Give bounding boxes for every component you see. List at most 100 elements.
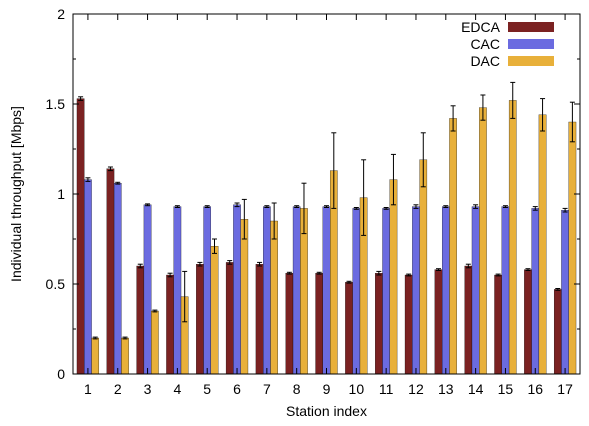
x-tick-label-16: 16 xyxy=(527,381,543,397)
errorbar-cac-4 xyxy=(174,205,180,208)
bar-cac-15 xyxy=(501,206,510,375)
x-tick-label-8: 8 xyxy=(293,381,301,397)
bar-dac-12 xyxy=(419,159,428,375)
bar-dac-13 xyxy=(449,118,457,375)
x-tick-label-5: 5 xyxy=(203,381,211,397)
errorbar-cac-11 xyxy=(383,207,389,210)
bar-cac-1 xyxy=(84,179,92,375)
errorbar-cac-7 xyxy=(264,205,270,208)
x-tick-label-14: 14 xyxy=(468,381,484,397)
bar-dac-1 xyxy=(91,337,100,375)
bar-cac-10 xyxy=(352,208,361,375)
bar-cac-2 xyxy=(113,183,122,375)
x-tick-label-17: 17 xyxy=(557,381,573,397)
bar-edca-1 xyxy=(76,98,85,375)
bar-edca-14 xyxy=(464,265,473,375)
bar-cac-6 xyxy=(233,204,241,375)
x-tick-labels: 1 2 3 4 5 6 7 8 9 10 11 12 13 14 15 16 17 xyxy=(84,381,573,397)
x-tick-label-11: 11 xyxy=(379,381,394,397)
errorbar-dac-15 xyxy=(510,81,516,119)
bar-dac-7 xyxy=(270,220,278,375)
errorbar-cac-12 xyxy=(413,204,419,209)
bar-dac-5 xyxy=(210,246,219,375)
bar-edca-7 xyxy=(255,264,264,375)
ticks-layer xyxy=(73,13,580,375)
x-tick-label-7: 7 xyxy=(263,381,271,397)
x-tick-label-6: 6 xyxy=(233,381,241,397)
errorbar-dac-17 xyxy=(569,101,575,143)
x-tick-label-2: 2 xyxy=(114,381,122,397)
errorbar-edca-9 xyxy=(316,271,322,275)
bar-dac-17 xyxy=(568,121,577,375)
errorbar-cac-16 xyxy=(532,206,538,211)
x-tick-label-10: 10 xyxy=(349,381,365,397)
errorbar-edca-17 xyxy=(555,288,561,291)
errorbar-dac-12 xyxy=(420,132,426,188)
errorbar-edca-14 xyxy=(465,263,471,269)
errorbar-cac-14 xyxy=(473,204,479,209)
bar-cac-4 xyxy=(173,206,182,375)
errorbar-edca-10 xyxy=(346,280,352,284)
bar-cac-5 xyxy=(203,206,212,375)
errorbar-dac-9 xyxy=(331,132,337,209)
errorbar-edca-4 xyxy=(167,272,173,278)
errorbar-dac-10 xyxy=(361,159,367,236)
y-tick-label-1: 1 xyxy=(57,186,65,202)
bar-cac-12 xyxy=(412,206,420,375)
errorbar-edca-3 xyxy=(137,263,143,269)
bar-edca-9 xyxy=(315,273,323,375)
errorbar-dac-1 xyxy=(92,336,98,340)
x-tick-label-1: 1 xyxy=(84,381,92,397)
errorbar-edca-13 xyxy=(435,268,441,271)
errorbar-cac-6 xyxy=(234,202,240,208)
legend-swatch-dac xyxy=(508,56,554,66)
bar-edca-6 xyxy=(225,262,234,375)
bar-edca-8 xyxy=(285,273,294,375)
y-tick-labels: 0 0.5 1 1.5 2 xyxy=(46,6,66,382)
errorbar-dac-5 xyxy=(212,238,218,254)
errorbar-cac-8 xyxy=(294,205,300,208)
errorbar-cac-9 xyxy=(324,205,329,208)
bar-cac-16 xyxy=(531,208,540,375)
bar-dac-6 xyxy=(240,219,249,375)
bar-cac-11 xyxy=(382,208,390,375)
errorbar-cac-2 xyxy=(115,181,121,185)
legend-label-cac: CAC xyxy=(470,36,500,52)
errorbar-cac-17 xyxy=(562,207,568,213)
bar-dac-14 xyxy=(479,107,487,375)
bar-edca-10 xyxy=(345,282,353,375)
errorbar-edca-11 xyxy=(376,270,382,276)
bar-cac-7 xyxy=(263,206,271,375)
errorbar-dac-14 xyxy=(480,94,486,121)
errorbar-edca-15 xyxy=(495,273,501,277)
bars-layer xyxy=(76,98,577,375)
bar-dac-15 xyxy=(508,100,517,375)
bar-edca-3 xyxy=(136,265,145,375)
errorbars-layer xyxy=(78,81,575,340)
x-tick-label-13: 13 xyxy=(438,381,454,397)
errorbar-edca-6 xyxy=(227,260,233,265)
bar-cac-9 xyxy=(322,206,331,375)
errorbar-dac-3 xyxy=(152,309,158,313)
bar-edca-5 xyxy=(196,264,204,375)
x-tick-label-4: 4 xyxy=(173,381,181,397)
bar-cac-17 xyxy=(561,210,569,375)
errorbar-dac-16 xyxy=(540,98,546,132)
bar-dac-3 xyxy=(151,310,159,375)
legend-item-dac: DAC xyxy=(470,53,554,69)
errorbar-cac-1 xyxy=(85,177,91,182)
bar-edca-4 xyxy=(166,274,174,375)
legend-swatch-cac xyxy=(508,39,554,49)
errorbar-edca-2 xyxy=(107,166,113,172)
x-tick-label-12: 12 xyxy=(408,381,424,397)
bar-cac-13 xyxy=(441,206,450,375)
errorbar-cac-15 xyxy=(502,205,508,208)
bar-cac-14 xyxy=(471,206,480,375)
bar-edca-2 xyxy=(106,168,115,375)
errorbar-dac-11 xyxy=(390,153,396,206)
errorbar-dac-2 xyxy=(122,336,128,340)
legend-label-dac: DAC xyxy=(470,53,500,69)
bar-dac-16 xyxy=(538,114,547,375)
